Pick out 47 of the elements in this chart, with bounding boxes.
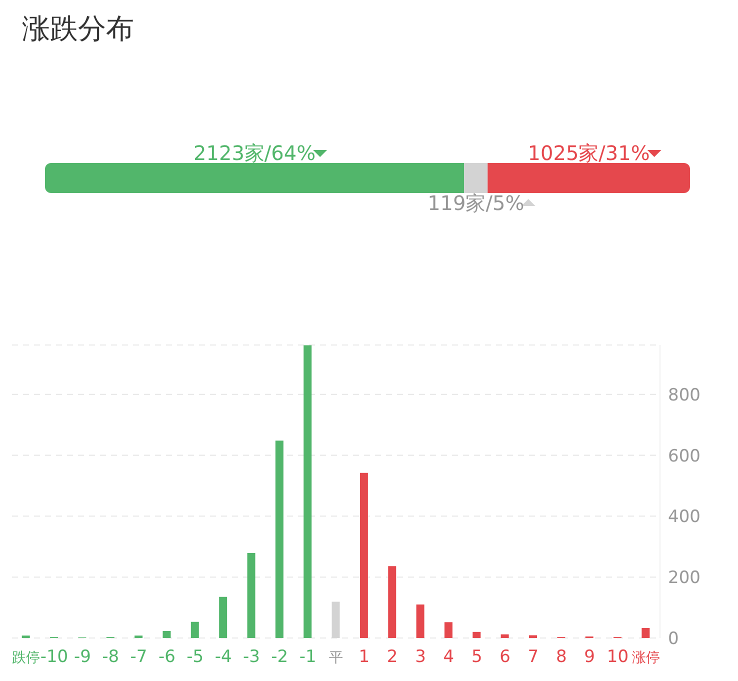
x-tick-label: 9	[584, 647, 595, 667]
y-tick-label: 800	[668, 385, 700, 406]
x-tick-label: -10	[40, 647, 68, 667]
bar	[642, 628, 650, 638]
bar	[275, 440, 284, 638]
x-tick-label: 7	[528, 647, 539, 667]
bar	[500, 634, 509, 638]
bar	[332, 602, 340, 638]
y-tick-label: 400	[668, 507, 700, 528]
data-label: 2123家/64%	[194, 141, 316, 165]
x-tick-label: 10	[606, 647, 629, 667]
x-tick-label: 6	[500, 647, 510, 667]
bar	[247, 553, 256, 638]
x-tick-label: 8	[556, 647, 567, 667]
bar	[219, 596, 228, 638]
y-tick-label: 200	[668, 568, 700, 588]
x-tick-label: 平	[329, 650, 343, 666]
x-tick-label: 1	[358, 647, 370, 667]
x-tick-label: -8	[102, 647, 120, 667]
x-tick-label: 4	[443, 647, 454, 667]
x-tick-label: -9	[74, 647, 91, 667]
bar	[304, 345, 312, 638]
bar	[472, 632, 481, 638]
y-tick-label: 600	[668, 446, 700, 466]
bar	[388, 566, 396, 638]
bar	[360, 472, 368, 638]
x-tick-label: -7	[130, 647, 148, 667]
x-tick-label: 2	[386, 647, 398, 667]
y-tick-label: 0	[668, 629, 679, 650]
bar	[528, 635, 537, 638]
bar	[444, 622, 452, 638]
x-tick-label: 5	[471, 647, 482, 667]
chart-title: 涨跌分布	[22, 11, 134, 47]
bar	[416, 604, 424, 638]
x-tick-label: 涨停	[632, 650, 660, 666]
x-tick-label: -3	[243, 647, 260, 667]
x-tick-label: 3	[415, 647, 426, 667]
bar	[190, 622, 199, 638]
x-tick-label: -4	[214, 647, 232, 667]
x-tick-label: 跌停	[12, 650, 40, 666]
data-label: 119家/5%	[428, 191, 524, 216]
x-tick-label: -5	[186, 647, 204, 667]
x-tick-label: -2	[271, 647, 288, 667]
bar	[162, 630, 171, 638]
data-label: 1025家/31%	[528, 141, 650, 165]
x-tick-label: -1	[299, 647, 316, 667]
x-tick-label: -6	[158, 647, 176, 667]
